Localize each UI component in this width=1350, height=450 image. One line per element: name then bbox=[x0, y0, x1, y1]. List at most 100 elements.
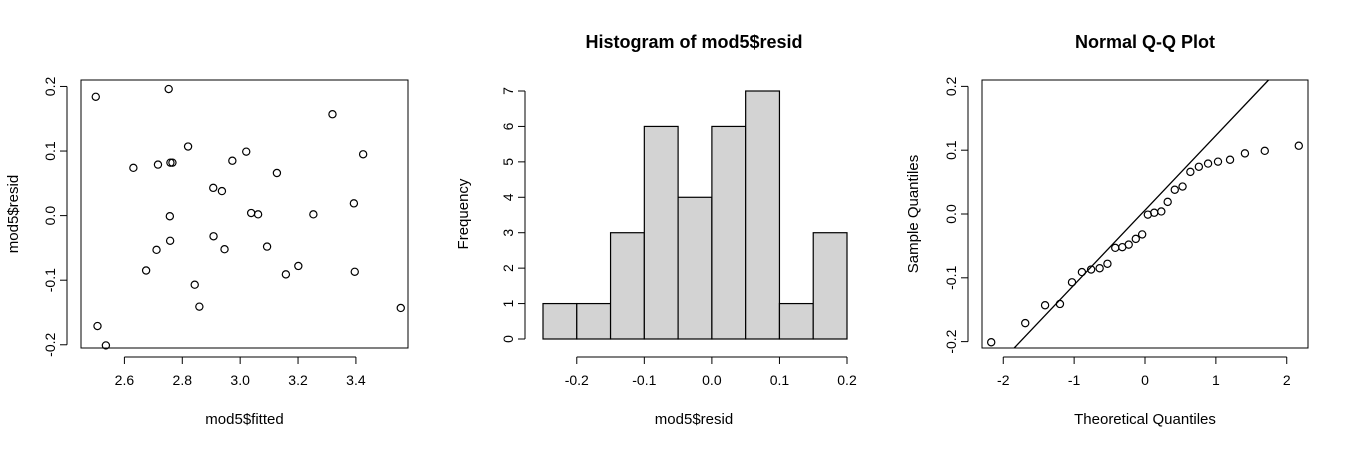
x-tick-label: 3.2 bbox=[288, 372, 308, 388]
data-point bbox=[253, 210, 263, 219]
histogram-bar bbox=[778, 302, 814, 340]
points bbox=[91, 84, 405, 350]
axes: 2.6 2.8 3.0 3.2 3.4 -0.2 -0.1 0.0 0.1 0.2 bbox=[42, 77, 366, 388]
y-tick-label: -0.2 bbox=[943, 329, 959, 353]
plot-frame bbox=[981, 79, 1309, 349]
data-point bbox=[190, 280, 199, 289]
chart-title: Histogram of mod5$resid bbox=[585, 32, 802, 52]
data-point bbox=[350, 267, 359, 276]
chart-title: Normal Q-Q Plot bbox=[1075, 32, 1215, 52]
histogram-bar bbox=[812, 232, 848, 340]
data-point bbox=[1095, 264, 1104, 273]
data-point bbox=[1294, 141, 1303, 150]
y-tick-label: 2 bbox=[500, 264, 516, 272]
data-point bbox=[1186, 167, 1195, 177]
data-point bbox=[183, 142, 193, 151]
y-axis-label: mod5$resid bbox=[5, 175, 22, 253]
y-tick-label: 3 bbox=[500, 229, 516, 237]
y-tick-label: -0.2 bbox=[42, 332, 58, 356]
x-tick-label: 0.1 bbox=[770, 372, 790, 388]
data-point bbox=[1225, 155, 1235, 164]
residuals-vs-fitted-panel: 2.6 2.8 3.0 3.2 3.4 -0.2 -0.1 0.0 0.1 0.2 mod5$fi… bbox=[5, 77, 409, 428]
data-point bbox=[195, 302, 204, 311]
x-tick-label: 1 bbox=[1212, 372, 1220, 388]
data-point bbox=[1213, 157, 1223, 166]
data-point bbox=[262, 242, 272, 251]
histogram-bar bbox=[542, 302, 578, 340]
data-point bbox=[152, 245, 161, 255]
y-tick-label: 1 bbox=[500, 299, 516, 307]
y-tick-label: 0.1 bbox=[42, 141, 58, 161]
histogram-bar bbox=[677, 196, 713, 340]
data-point bbox=[396, 303, 405, 313]
data-point bbox=[165, 212, 175, 221]
data-point bbox=[165, 236, 175, 245]
data-point bbox=[1055, 299, 1065, 309]
data-point bbox=[1021, 318, 1030, 328]
axes: -0.2 -0.1 0.0 0.1 0.2 0 1 2 3 4 5 6 7 bbox=[500, 87, 857, 388]
data-point bbox=[1240, 149, 1250, 158]
y-axis-label: Frequency bbox=[455, 178, 472, 249]
data-point bbox=[1103, 259, 1112, 268]
data-point bbox=[217, 186, 227, 196]
y-tick-label: -0.1 bbox=[943, 266, 959, 290]
y-tick-label: 0 bbox=[500, 335, 516, 343]
data-point bbox=[358, 150, 368, 159]
y-tick-label: 0.2 bbox=[943, 76, 959, 96]
data-point bbox=[1137, 230, 1147, 239]
data-point bbox=[1067, 278, 1077, 287]
y-tick-label: 0.0 bbox=[42, 206, 58, 226]
data-point bbox=[294, 261, 303, 271]
x-tick-label: -1 bbox=[1068, 372, 1081, 388]
data-point bbox=[168, 158, 177, 167]
data-point bbox=[141, 266, 151, 275]
y-axis-label: Sample Quantiles bbox=[905, 155, 922, 273]
y-tick-label: 0.1 bbox=[943, 140, 959, 160]
histogram-bar bbox=[745, 90, 781, 340]
data-point bbox=[1040, 301, 1050, 310]
x-tick-label: -0.1 bbox=[632, 372, 656, 388]
bars bbox=[542, 90, 848, 340]
data-point bbox=[1178, 182, 1187, 191]
data-point bbox=[1086, 265, 1096, 274]
data-point bbox=[1150, 208, 1159, 217]
data-point bbox=[281, 270, 291, 279]
y-tick-label: 5 bbox=[500, 158, 516, 166]
data-point bbox=[1194, 162, 1204, 171]
data-point bbox=[1157, 207, 1166, 216]
histogram-bar bbox=[711, 125, 747, 340]
data-point bbox=[220, 244, 229, 254]
x-tick-label: 3.0 bbox=[230, 372, 250, 388]
data-point bbox=[309, 210, 318, 219]
data-point bbox=[1077, 267, 1087, 277]
x-tick-label: 0 bbox=[1141, 372, 1149, 388]
y-tick-label: 0.0 bbox=[943, 204, 959, 224]
data-point bbox=[153, 160, 163, 169]
data-point bbox=[272, 168, 282, 178]
data-point bbox=[328, 110, 337, 119]
data-point bbox=[1111, 243, 1120, 253]
qq-reference-line bbox=[1013, 79, 1270, 349]
data-point bbox=[987, 338, 996, 347]
x-tick-label: 0.2 bbox=[837, 372, 857, 388]
data-point bbox=[101, 341, 111, 350]
data-point bbox=[129, 163, 138, 173]
axes: -2 -1 0 1 2 -0.2 -0.1 0.0 0.1 0.2 bbox=[943, 76, 1291, 388]
x-axis-label: Theoretical Quantiles bbox=[1074, 411, 1216, 428]
data-point bbox=[1163, 197, 1172, 207]
x-tick-label: -0.2 bbox=[565, 372, 589, 388]
data-point bbox=[1124, 240, 1133, 249]
data-point bbox=[1203, 159, 1213, 168]
y-tick-label: 7 bbox=[500, 87, 516, 95]
data-point bbox=[228, 156, 237, 165]
data-point bbox=[1170, 185, 1179, 194]
data-point bbox=[93, 321, 102, 331]
points bbox=[987, 79, 1303, 349]
data-point bbox=[164, 84, 173, 94]
histogram-bar bbox=[576, 302, 612, 340]
data-point bbox=[1260, 146, 1269, 156]
y-tick-label: 4 bbox=[500, 193, 516, 201]
data-point bbox=[1131, 234, 1140, 244]
x-axis-label: mod5$fitted bbox=[205, 411, 283, 428]
histogram-bar bbox=[643, 125, 679, 340]
